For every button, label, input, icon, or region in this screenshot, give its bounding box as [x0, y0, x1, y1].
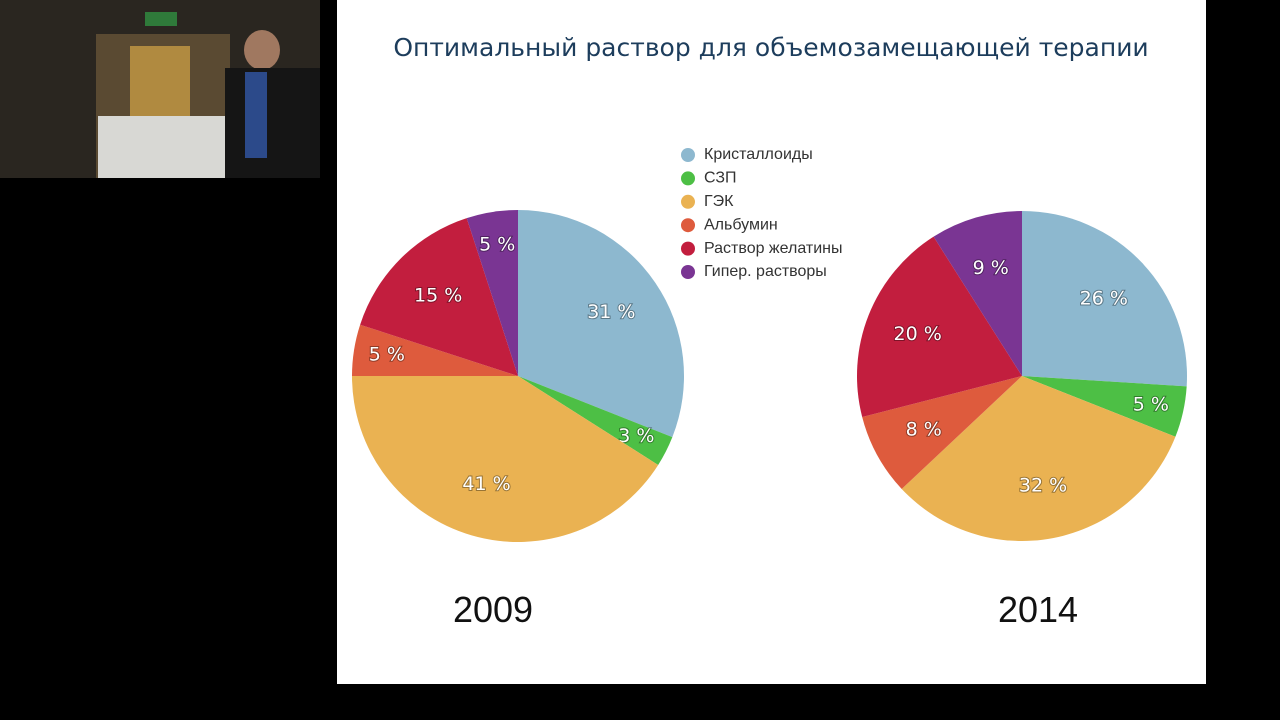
- value-label: 15 %: [414, 285, 462, 307]
- legend-marker: [681, 194, 695, 209]
- pie-slice: [352, 376, 659, 542]
- pie-slice: [352, 324, 518, 376]
- shirt: [245, 72, 267, 158]
- pie-slice: [901, 376, 1176, 541]
- value-label: 26 %: [1080, 288, 1128, 310]
- value-label: 9 %: [973, 257, 1009, 279]
- pie-slice: [1022, 376, 1187, 437]
- value-label: 5 %: [1133, 393, 1169, 415]
- legend-marker: [681, 148, 695, 162]
- pie-slice: [933, 211, 1022, 376]
- pie-slice: [360, 218, 518, 376]
- value-label: 32 %: [1019, 475, 1067, 497]
- legend-label: СЗП: [704, 170, 737, 187]
- legend-label: Кристаллоиды: [704, 146, 813, 163]
- legend-marker: [681, 218, 695, 233]
- value-label: 8 %: [906, 419, 942, 441]
- legend-label: Гипер. растворы: [704, 263, 827, 280]
- legend-label: Альбумин: [704, 216, 778, 233]
- chart-year: 2014: [998, 589, 1078, 630]
- pie-slice: [518, 210, 684, 438]
- podium: [98, 116, 228, 178]
- value-label: 31 %: [587, 301, 635, 323]
- body: [225, 68, 320, 178]
- value-label: 5 %: [369, 344, 405, 366]
- webcam: [0, 0, 320, 178]
- value-label: 41 %: [462, 473, 510, 495]
- slide-title: Оптимальный раствор для объемозамещающей…: [393, 33, 1148, 62]
- legend-marker: [681, 241, 695, 256]
- legend-label: Раствор желатины: [704, 240, 842, 257]
- pie-slice: [518, 376, 673, 465]
- value-label: 20 %: [894, 323, 942, 345]
- pie-slice: [857, 236, 1022, 418]
- pie-slice: [862, 376, 1022, 489]
- chart-year: 2009: [453, 589, 533, 630]
- legend-marker: [681, 265, 695, 279]
- head: [244, 30, 280, 70]
- legend-marker: [681, 171, 695, 186]
- pie-slice: [466, 210, 518, 376]
- legend-label: ГЭК: [704, 193, 734, 210]
- value-label: 5 %: [479, 233, 515, 255]
- exit-sign: [145, 12, 177, 26]
- pie-slice: [1022, 211, 1187, 387]
